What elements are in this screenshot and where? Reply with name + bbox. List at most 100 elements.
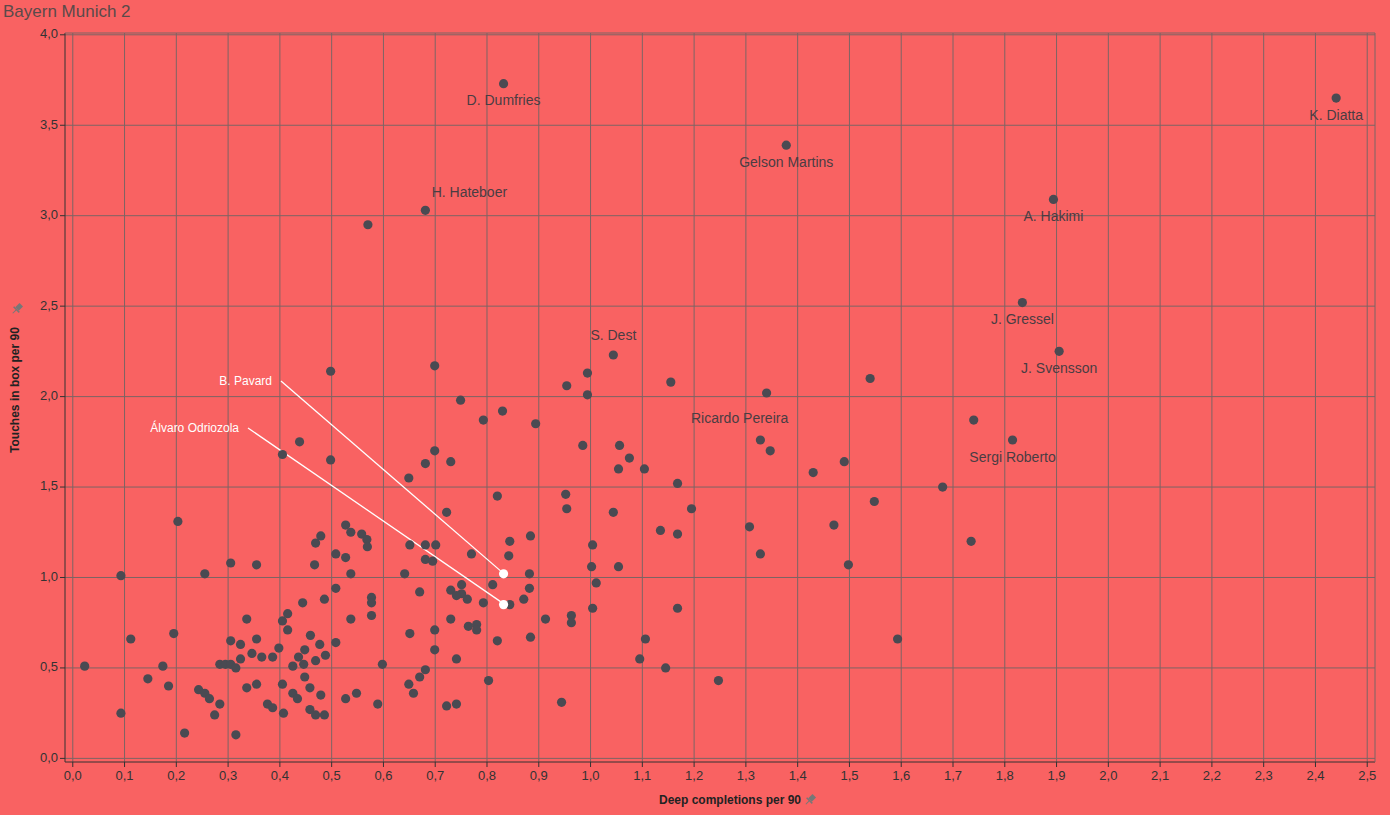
point [367,611,376,620]
point [588,540,597,549]
point [116,709,125,718]
point [283,609,292,618]
x-grid-line [538,33,539,762]
point-label: D. Dumfries [467,92,541,108]
point [169,629,178,638]
point [421,665,430,674]
point [326,367,335,376]
point [231,663,240,672]
x-tick [1211,762,1212,767]
point [252,680,261,689]
y-tick [60,577,65,578]
point [293,694,302,703]
plot-frame [65,33,1375,34]
point [499,600,508,609]
point [316,690,325,699]
y-tick-label: 4,0 [40,26,58,41]
point [442,508,451,517]
point [614,562,623,571]
y-tick [60,125,65,126]
x-grid-line [176,33,177,762]
point [278,450,287,459]
point [1018,298,1027,307]
point [274,643,283,652]
x-tick [383,762,384,767]
point [467,549,476,558]
point [562,381,571,390]
point [967,537,976,546]
point [321,651,330,660]
point [306,631,315,640]
point [231,730,240,739]
x-grid-line [1160,33,1161,762]
point [288,662,297,671]
y-tick-label: 0,0 [40,750,58,765]
x-tick [1367,762,1368,767]
x-tick [228,762,229,767]
point [969,416,978,425]
point [373,700,382,709]
point [609,508,618,517]
x-tick [124,762,125,767]
point [428,557,437,566]
y-tick [60,758,65,759]
x-tick-label: 0,7 [426,768,444,783]
point [673,604,682,613]
point [430,446,439,455]
point [505,537,514,546]
x-grid-line [849,33,850,762]
x-grid-line [642,33,643,762]
y-tick [60,34,65,35]
point [116,571,125,580]
point [844,560,853,569]
y-tick [60,667,65,668]
y-axis-line [65,33,66,762]
pin-icon [10,302,24,316]
point [666,378,675,387]
point [405,629,414,638]
x-tick-label: 2,1 [1151,768,1169,783]
point [278,680,287,689]
y-grid-line [65,125,1375,126]
x-tick-label: 0,0 [64,768,82,783]
point [331,638,340,647]
x-tick-label: 2,2 [1203,768,1221,783]
x-grid-line [1004,33,1005,762]
point-label: A. Hakimi [1024,208,1084,224]
y-tick [60,487,65,488]
leader-line [281,381,501,571]
point [378,660,387,669]
point [446,457,455,466]
point [525,584,534,593]
point [673,479,682,488]
point [430,361,439,370]
point [305,683,314,692]
point [279,709,288,718]
point [661,663,670,672]
x-tick [590,762,591,767]
point [226,558,235,567]
point [1332,94,1341,103]
point [299,660,308,669]
y-tick-label: 0,5 [40,659,58,674]
x-tick-label: 1,7 [944,768,962,783]
points [80,79,1341,739]
x-tick [72,762,73,767]
point [498,406,507,415]
x-tick [694,762,695,767]
x-tick-label: 1,9 [1048,768,1066,783]
x-tick [901,762,902,767]
point [488,580,497,589]
x-tick [435,762,436,767]
x-tick-label: 1,0 [582,768,600,783]
point [200,569,209,578]
point [1049,195,1058,204]
point [609,350,618,359]
point [268,652,277,661]
x-tick [538,762,539,767]
point [615,441,624,450]
point [893,634,902,643]
y-grid-line [65,487,1375,488]
point-label: K. Diatta [1309,107,1363,123]
x-grid-line [72,33,73,762]
